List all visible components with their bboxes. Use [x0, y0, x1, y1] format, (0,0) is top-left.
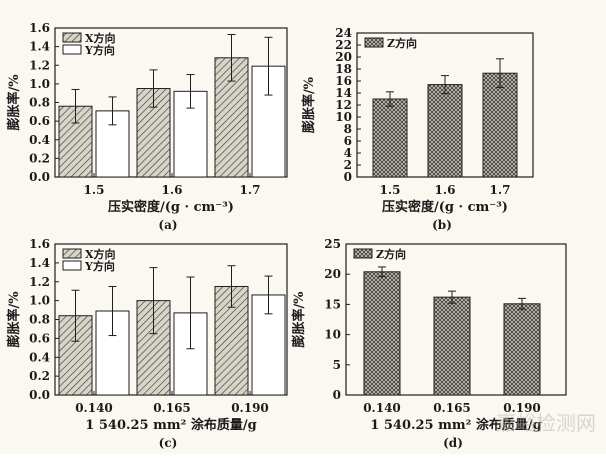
y-tick-label: 0.6 [29, 114, 50, 128]
bar-b-s0-c0 [372, 98, 408, 178]
y-tick-label: 16 [335, 74, 352, 88]
y-tick-label: 12 [335, 98, 352, 112]
legend-label: Z方向 [387, 36, 417, 50]
y-tick-label: 1.0 [29, 294, 50, 308]
y-tick-label: 0.0 [29, 388, 50, 402]
legend-label: X方向 [85, 31, 116, 45]
bar-b-s0-c2 [482, 72, 518, 178]
y-tick-label: 1.4 [29, 40, 50, 54]
x-axis-title: 1 540.25 mm² 涂布质量/g [370, 417, 541, 433]
y-tick-label: 10 [335, 110, 352, 124]
y-tick-label: 1.6 [29, 237, 50, 251]
x-axis-title: 压实密度/(g · cm⁻³) [382, 199, 508, 215]
y-tick-label: 22 [335, 38, 352, 52]
legend-swatch [62, 260, 82, 271]
x-axis-title: 压实密度/(g · cm⁻³) [108, 199, 234, 215]
y-tick-label: 4 [344, 146, 352, 160]
x-tick-label: 1.6 [162, 183, 183, 197]
x-axis-title: 1 540.25 mm² 涂布质量/g [85, 417, 256, 433]
panel-label: (c) [159, 436, 178, 450]
y-tick-label: 0.4 [29, 133, 50, 147]
y-tick-label: 0.6 [29, 331, 50, 345]
y-tick-label: 15 [324, 297, 341, 311]
chart-panel-a: 0.0 0.2 0.4 0.6 0.8 1.0 1.2 1.4 1.6 1.5 1.6 1.7 X方向Y… [6, 21, 288, 232]
x-tick-label: 0.165 [433, 401, 471, 415]
legend-swatch [353, 248, 373, 259]
x-tick-label: 0.140 [363, 401, 401, 415]
y-tick-label: 18 [335, 62, 352, 76]
bar-d-s0-c2 [503, 303, 541, 396]
legend-swatch [62, 32, 82, 43]
x-tick-label: 0.165 [153, 401, 191, 415]
panel-label: (d) [443, 436, 463, 450]
x-tick-label: 0.190 [503, 401, 541, 415]
legend-label: Y方向 [84, 43, 115, 57]
y-axis-title: 膨胀率/% [6, 74, 22, 132]
y-tick-label: 24 [335, 26, 352, 40]
y-axis-title: 膨胀率/% [301, 76, 317, 134]
bar-b-s0-c1 [427, 84, 463, 178]
legend-label: Y方向 [84, 259, 115, 273]
y-tick-label: 1.4 [29, 256, 50, 270]
y-tick-label: 0.2 [29, 369, 50, 383]
y-axis-title: 膨胀率/% [6, 291, 22, 349]
y-tick-label: 6 [344, 134, 352, 148]
y-tick-label: 0.0 [29, 170, 50, 184]
x-tick-label: 1.7 [240, 183, 261, 197]
bar-a-s1-c0 [95, 110, 130, 178]
legend-label: Z方向 [376, 247, 406, 261]
panel-label: (a) [158, 218, 177, 232]
bar-d-s0-c1 [433, 296, 471, 396]
y-tick-label: 0 [344, 170, 352, 184]
panel-label: (b) [432, 218, 452, 232]
y-tick-label: 25 [324, 237, 341, 251]
y-tick-label: 20 [335, 50, 352, 64]
y-tick-label: 5 [333, 358, 341, 372]
x-tick-label: 1.5 [84, 183, 105, 197]
legend-label: X方向 [85, 247, 116, 261]
y-axis-title: 膨胀率/% [291, 291, 307, 349]
x-tick-label: 0.140 [75, 401, 113, 415]
legend-swatch [364, 37, 384, 48]
y-tick-label: 8 [344, 122, 352, 136]
y-tick-label: 1.2 [29, 58, 50, 72]
y-tick-label: 0.8 [29, 313, 50, 327]
x-tick-label: 1.6 [435, 183, 456, 197]
x-tick-label: 1.5 [380, 183, 401, 197]
chart-panel-c: 0.0 0.2 0.4 0.6 0.8 1.0 1.2 1.4 1.6 0.140 0.165 0.1… [6, 237, 288, 450]
y-tick-label: 0.2 [29, 151, 50, 165]
y-tick-label: 20 [324, 267, 341, 281]
y-tick-label: 0.8 [29, 96, 50, 110]
y-tick-label: 10 [324, 328, 341, 342]
legend-swatch [62, 248, 82, 259]
y-tick-label: 1.2 [29, 275, 50, 289]
legend-swatch [62, 44, 82, 55]
y-tick-label: 0 [333, 388, 341, 402]
y-tick-label: 2 [344, 158, 352, 172]
y-tick-label: 1.6 [29, 21, 50, 35]
y-tick-label: 1.0 [29, 77, 50, 91]
y-tick-label: 14 [335, 86, 352, 100]
bar-d-s0-c0 [363, 271, 401, 396]
y-tick-label: 0.4 [29, 350, 50, 364]
x-tick-label: 1.7 [490, 183, 511, 197]
x-tick-label: 0.190 [231, 401, 269, 415]
watermark-text: 嘉峪检测网 [496, 411, 596, 435]
